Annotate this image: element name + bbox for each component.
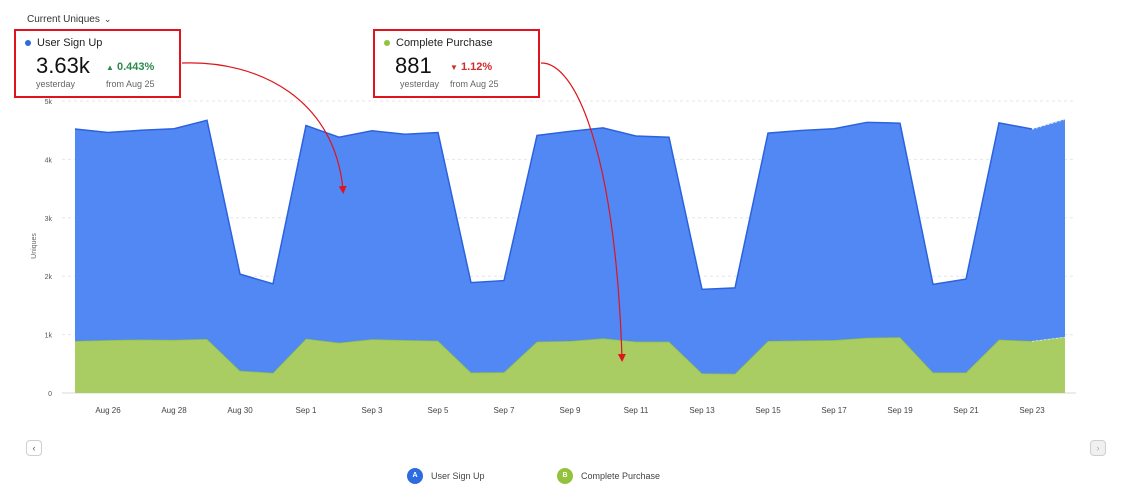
chart-legend: A User Sign Up B Complete Purchase — [0, 468, 1125, 486]
legend-label: User Sign Up — [431, 471, 485, 481]
y-tick-label: 1k — [45, 333, 53, 340]
scroll-left-button[interactable]: ‹ — [26, 440, 42, 456]
x-tick-label: Sep 5 — [428, 406, 449, 415]
y-tick-label: 2k — [45, 274, 53, 281]
y-tick-labels: 0 1k 2k 3k 4k 5k — [45, 99, 53, 398]
triangle-down-icon: ▼ — [450, 63, 458, 72]
chevron-left-icon: ‹ — [32, 443, 36, 453]
legend-label: Complete Purchase — [581, 471, 661, 481]
x-tick-label: Sep 19 — [887, 406, 913, 415]
card-title: User Sign Up — [37, 37, 103, 49]
card-value: 881 — [395, 53, 432, 78]
legend-item-user-sign-up[interactable]: A User Sign Up — [407, 468, 485, 484]
legend-badge: A — [407, 468, 423, 484]
card-delta: 0.443% — [116, 61, 155, 73]
x-tick-label: Sep 11 — [624, 406, 649, 415]
series-line — [74, 119, 1033, 291]
chevron-down-icon: ⌄ — [103, 14, 112, 24]
card-comparison: from Aug 25 — [106, 79, 155, 89]
x-tick-label: Sep 21 — [953, 406, 979, 415]
x-tick-label: Aug 28 — [161, 406, 187, 415]
y-tick-label: 5k — [45, 99, 53, 106]
area-user-sign-up[interactable] — [75, 119, 1065, 374]
area-series — [74, 118, 1066, 393]
metric-selector[interactable]: Current Uniques ⌄ — [27, 14, 111, 25]
y-axis-label: Uniques — [31, 233, 38, 259]
series-dot — [384, 40, 390, 46]
card-comparison: from Aug 25 — [450, 79, 499, 89]
metric-selector-label: Current Uniques — [27, 14, 100, 25]
x-tick-labels: Aug 26 Aug 28 Aug 30 Sep 1 Sep 3 Sep 5 Sep 7 Se… — [95, 406, 1045, 415]
scroll-right-button[interactable]: › — [1090, 440, 1106, 456]
x-tick-label: Sep 3 — [362, 406, 383, 415]
series-dot — [25, 40, 31, 46]
card-period: yesterday — [36, 79, 76, 89]
x-tick-label: Sep 13 — [689, 406, 715, 415]
x-tick-label: Aug 26 — [95, 406, 121, 415]
y-tick-label: 0 — [48, 391, 52, 398]
legend-badge: B — [557, 468, 573, 484]
triangle-up-icon: ▲ — [106, 63, 114, 72]
card-title: Complete Purchase — [396, 37, 493, 49]
stat-card-complete-purchase[interactable]: Complete Purchase 881 ▼ 1.12% yesterday … — [373, 29, 540, 98]
series-line-partial — [1031, 118, 1066, 130]
card-delta: 1.12% — [460, 61, 493, 73]
card-period: yesterday — [400, 79, 440, 89]
card-value: 3.63k — [36, 53, 90, 78]
x-tick-label: Sep 7 — [494, 406, 515, 415]
x-tick-label: Sep 9 — [560, 406, 581, 415]
chevron-right-icon: › — [1096, 443, 1100, 453]
x-tick-label: Sep 17 — [821, 406, 847, 415]
legend-item-complete-purchase[interactable]: B Complete Purchase — [557, 468, 660, 484]
series-line-partial — [1031, 336, 1066, 342]
annotation-arrow — [181, 62, 347, 194]
x-tick-label: Aug 30 — [227, 406, 253, 415]
annotation-arrow — [540, 62, 626, 362]
x-tick-label: Sep 15 — [755, 406, 781, 415]
stat-card-user-sign-up[interactable]: User Sign Up 3.63k ▲ 0.443% yesterday fr… — [14, 29, 181, 98]
y-tick-label: 4k — [45, 157, 53, 164]
y-tick-label: 3k — [45, 216, 53, 223]
x-tick-label: Sep 1 — [296, 406, 317, 415]
x-tick-label: Sep 23 — [1019, 406, 1045, 415]
area-complete-purchase[interactable] — [75, 336, 1065, 393]
annotation-arrows — [181, 62, 626, 362]
